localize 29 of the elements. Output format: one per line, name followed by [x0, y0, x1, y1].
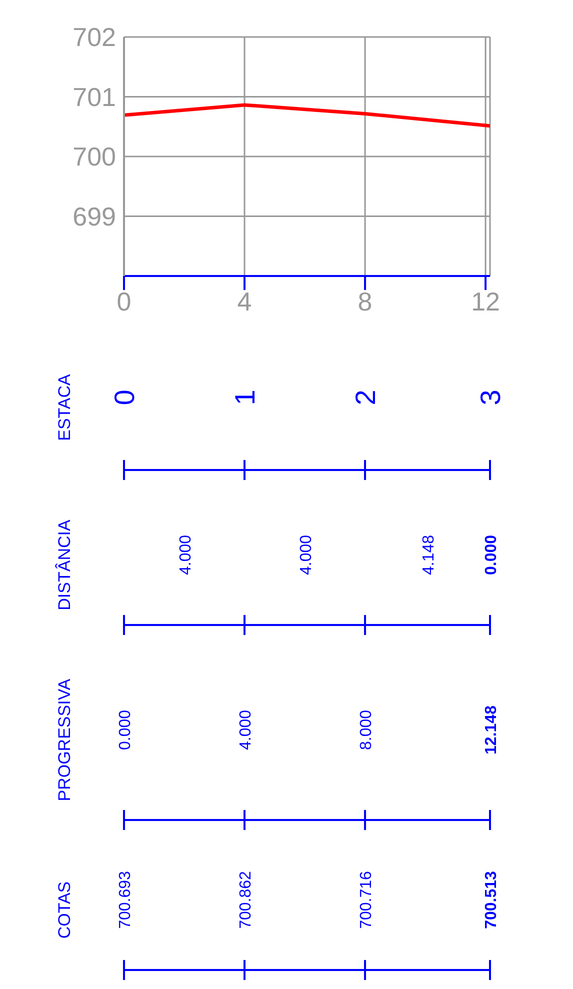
y-tick-label: 702: [72, 22, 116, 52]
text: 3: [475, 390, 506, 406]
y-tick-label: 701: [72, 82, 116, 112]
text: 4.148: [420, 534, 438, 576]
y-tick-label: 700: [72, 142, 116, 172]
x-tick-label: 4: [237, 286, 252, 316]
text: 4.000: [177, 534, 194, 576]
text: 700.693: [117, 870, 134, 929]
text: 0.000: [483, 534, 500, 576]
text: 4.000: [298, 534, 315, 576]
text: 4.000: [238, 710, 255, 750]
y-tick-label: 699: [72, 201, 116, 232]
text: 2: [350, 390, 382, 406]
text: ESTACA: [55, 373, 74, 441]
text: 12.148: [483, 705, 500, 754]
x-tick-label: 12: [471, 286, 500, 316]
text: 700.513: [483, 870, 500, 929]
x-tick-label: 8: [358, 286, 372, 316]
text: 8.000: [358, 710, 376, 750]
text: COTAS: [55, 881, 74, 939]
text: 700.862: [238, 870, 255, 929]
text: 700.716: [358, 870, 376, 929]
text: 0: [109, 390, 140, 406]
text: 1: [230, 390, 261, 406]
x-tick-label: 0: [116, 286, 132, 316]
text: PROGRESSIVA: [55, 678, 74, 802]
line-series: [124, 103, 490, 128]
text: 0.000: [117, 710, 134, 750]
text: DISTÂNCIA: [55, 519, 74, 610]
